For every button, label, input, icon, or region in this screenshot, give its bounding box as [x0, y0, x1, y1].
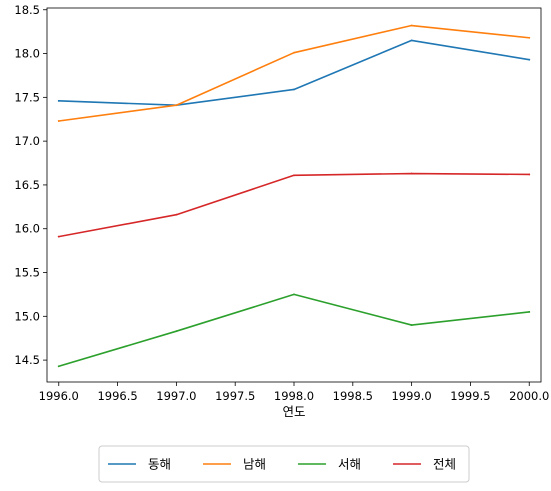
- data-point: [57, 120, 60, 122]
- data-point: [410, 324, 413, 326]
- data-point: [528, 36, 531, 39]
- legend-label: 전체: [433, 457, 456, 472]
- data-point: [293, 88, 295, 91]
- data-point: [528, 311, 531, 313]
- y-tick-label: 14.5: [14, 353, 40, 367]
- data-point: [528, 58, 531, 61]
- data-point: [293, 174, 295, 177]
- x-tick-label: 1999.0: [391, 389, 431, 403]
- x-tick-label: 1996.5: [97, 389, 137, 403]
- data-point: [410, 172, 413, 175]
- data-point: [57, 99, 60, 102]
- y-tick-label: 18.5: [14, 3, 40, 17]
- legend: 동해 남해 서해 전체: [98, 445, 470, 483]
- x-tick-label: 1998.0: [274, 389, 314, 403]
- data-point: [293, 51, 295, 54]
- y-tick-label: 15.5: [14, 266, 40, 280]
- y-tick-label: 17.0: [14, 134, 40, 148]
- data-point: [175, 104, 178, 107]
- y-axis: 14.5 15.0 15.5 16.0 16.5 17.0 17.5 18.0 18.5: [14, 3, 47, 367]
- x-tick-label: 1996.0: [39, 389, 79, 403]
- data-point: [175, 330, 178, 333]
- data-point: [57, 235, 60, 238]
- data-point: [410, 39, 413, 42]
- legend-box: [98, 445, 470, 483]
- data-point: [293, 293, 295, 296]
- legend-label: 남해: [243, 457, 266, 472]
- y-tick-label: 18.0: [14, 47, 40, 61]
- data-point: [175, 213, 178, 216]
- x-tick-label: 1999.5: [450, 389, 490, 403]
- data-point: [57, 365, 60, 368]
- series-layer: [57, 24, 531, 368]
- x-tick-label: 2000.0: [509, 389, 549, 403]
- legend-label: 서해: [338, 457, 361, 472]
- y-tick-label: 16.0: [14, 222, 40, 236]
- y-tick-label: 17.5: [14, 90, 40, 104]
- data-point: [528, 173, 531, 176]
- x-tick-label: 1997.5: [215, 389, 255, 403]
- x-axis-label: 연도: [282, 404, 305, 419]
- data-point: [410, 24, 413, 27]
- legend-label: 동해: [148, 457, 171, 472]
- x-tick-label: 1997.0: [156, 389, 196, 403]
- x-axis: 1996.0 1996.5 1997.0 1997.5 1998.0 1998.5 1999…: [39, 382, 549, 403]
- y-tick-label: 15.0: [14, 309, 40, 323]
- y-tick-label: 16.5: [14, 178, 40, 192]
- x-tick-label: 1998.5: [333, 389, 373, 403]
